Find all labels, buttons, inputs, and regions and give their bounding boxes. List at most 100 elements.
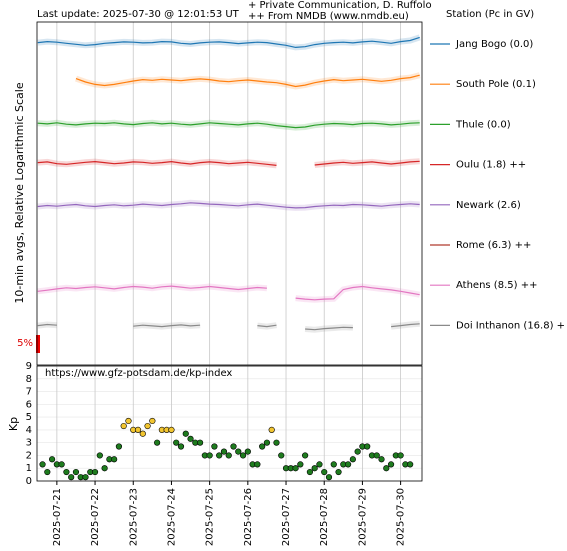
kp-point — [383, 465, 390, 472]
kp-point — [387, 461, 395, 468]
x-tick-label: 2025-07-23 — [128, 488, 139, 546]
legend-label: Athens (8.5) ++ — [456, 280, 537, 291]
kp-point — [344, 461, 352, 468]
kp-point — [407, 461, 414, 468]
legend-label: Doi Inthanon (16.8) + — [456, 320, 565, 331]
station-trace — [257, 324, 277, 328]
legend-label: South Pole (0.1) — [456, 79, 536, 90]
station-trace — [391, 323, 420, 328]
kp-point — [244, 448, 251, 455]
station-trace — [305, 326, 353, 331]
kp-point — [211, 443, 218, 450]
kp-point — [297, 461, 304, 468]
top-frame — [36, 21, 423, 366]
kp-point — [139, 430, 146, 437]
y-tick-label: 4 — [26, 425, 32, 436]
y-tick-label: 8 — [26, 374, 32, 385]
kp-point — [225, 452, 232, 459]
kp-point — [82, 474, 89, 481]
kp-point — [154, 439, 161, 446]
kp-point — [354, 448, 361, 455]
station-trace — [37, 160, 277, 166]
legend-label: Rome (6.3) ++ — [456, 240, 531, 251]
y-tick-label: 0 — [26, 476, 32, 487]
scale-label: 5% — [17, 338, 33, 349]
station-trace — [295, 285, 420, 301]
kp-point — [91, 468, 99, 476]
station-trace — [133, 324, 201, 328]
x-tick-label: 2025-07-28 — [319, 488, 330, 546]
kp-point — [101, 465, 108, 472]
kp-point — [292, 465, 299, 472]
kp-point — [364, 443, 371, 450]
kp-point — [72, 468, 80, 476]
kp-point — [63, 468, 70, 476]
kp-point — [349, 456, 356, 463]
x-tick-label: 2025-07-21 — [52, 488, 63, 546]
kp-point — [168, 426, 175, 433]
kp-point — [378, 456, 385, 463]
legend-label: Newark (2.6) — [456, 200, 521, 211]
kp-point — [278, 452, 285, 459]
kp-point — [273, 439, 280, 446]
y-axis-label: 10-min avgs, Relative Logarithmic Scale — [13, 82, 26, 303]
station-trace — [314, 160, 420, 166]
kp-point — [239, 452, 247, 459]
station-trace — [37, 285, 267, 292]
kp-point — [125, 417, 132, 425]
x-tick-label: 2025-07-30 — [396, 488, 407, 546]
station-trace — [75, 74, 420, 88]
station-trace — [37, 202, 420, 209]
kp-point — [111, 456, 118, 463]
kp-point — [268, 426, 275, 433]
kp-point — [220, 448, 228, 455]
kp-point — [235, 448, 242, 455]
kp-point — [321, 468, 328, 476]
annotation: https://www.gfz-potsdam.de/kp-index — [45, 368, 232, 379]
kp-point — [115, 443, 123, 450]
kp-frame — [36, 365, 423, 482]
plot-layer: Jang Bogo (0.0) South Pole (0.1) Thule (0.… — [26, 22, 565, 546]
kp-point — [230, 443, 237, 450]
trace-halo — [295, 283, 421, 303]
x-tick-label: 2025-07-27 — [281, 488, 292, 546]
y-tick-label: 2 — [26, 450, 32, 461]
kp-point — [311, 465, 318, 472]
legend-label: Oulu (1.8) ++ — [456, 160, 526, 171]
kp-point — [48, 456, 56, 463]
kp-point — [330, 461, 337, 468]
kp-point — [44, 468, 51, 476]
kp-point — [173, 439, 180, 446]
kp-point — [206, 452, 213, 459]
kp-point — [216, 452, 223, 459]
kp-point — [325, 474, 333, 481]
station-trace — [37, 36, 420, 49]
y-tick-label: 1 — [26, 463, 32, 474]
x-tick-label: 2025-07-24 — [166, 488, 177, 546]
kp-point — [96, 452, 103, 459]
kp-point — [302, 452, 309, 459]
kp-point — [259, 443, 266, 450]
kp-point — [263, 439, 271, 446]
x-tick-label: 2025-07-29 — [357, 488, 368, 546]
kp-point — [134, 426, 142, 433]
kp-point — [373, 452, 380, 459]
y-tick-label: 5 — [26, 412, 32, 423]
y-tick-label: 6 — [26, 399, 32, 410]
kp-point — [182, 430, 189, 437]
station-trace — [37, 323, 57, 327]
kp-point — [306, 468, 313, 476]
kp-point — [196, 439, 204, 446]
kp-point — [58, 461, 65, 468]
scale-bar — [36, 335, 40, 353]
kp-point — [254, 461, 261, 468]
kp-point — [335, 468, 342, 476]
y-axis-label: Kp — [7, 417, 20, 431]
kp-point — [120, 422, 127, 430]
kp-point — [316, 461, 323, 468]
kp-point — [39, 461, 46, 468]
y-tick-label: 9 — [26, 361, 32, 372]
y-tick-label: 3 — [26, 438, 32, 449]
chart-title: Last update: 2025-07-30 @ 12:01:53 UT — [37, 9, 240, 20]
